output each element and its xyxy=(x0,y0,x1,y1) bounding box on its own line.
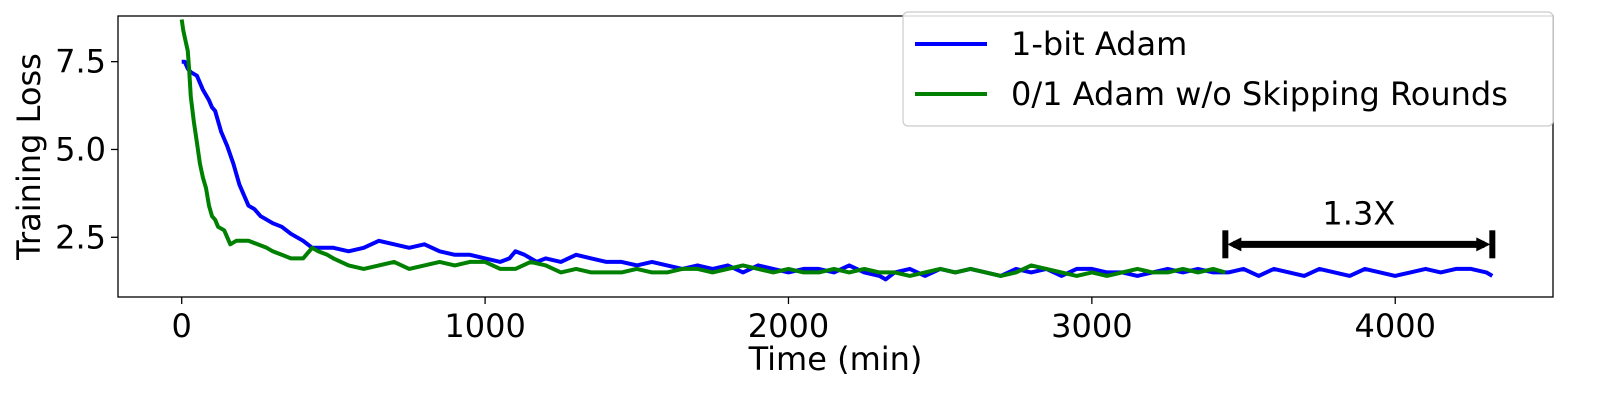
legend-label-0-1-adam: 0/1 Adam w/o Skipping Rounds xyxy=(1011,75,1508,113)
speedup-annotation: 1.3X xyxy=(1222,194,1496,259)
series-layer xyxy=(179,19,1494,282)
y-tick-label: 2.5 xyxy=(55,218,106,256)
y-axis-title: Training Loss xyxy=(10,53,48,261)
y-tick-label: 7.5 xyxy=(55,43,106,81)
series-line-0-1-adam-no-skip xyxy=(179,19,1226,278)
legend: 1-bit Adam 0/1 Adam w/o Skipping Rounds xyxy=(902,11,1554,127)
y-tick-label: 5.0 xyxy=(55,130,106,168)
plot-area-frame xyxy=(117,15,1554,298)
legend-box xyxy=(902,11,1554,127)
x-axis: 0 1000 2000 3000 4000 xyxy=(172,297,1436,345)
legend-label-1-bit-adam: 1-bit Adam xyxy=(1011,25,1187,63)
x-axis-title: Time (min) xyxy=(748,340,923,378)
x-tick-label: 4000 xyxy=(1355,307,1436,345)
y-axis: 2.5 5.0 7.5 xyxy=(55,43,118,256)
x-tick-label: 0 xyxy=(172,307,192,345)
speedup-left-arrowhead xyxy=(1227,237,1242,252)
x-tick-label: 1000 xyxy=(444,307,525,345)
x-tick-label: 2000 xyxy=(748,307,829,345)
series-line-1-bit-adam xyxy=(181,59,1494,282)
x-tick-label: 3000 xyxy=(1051,307,1132,345)
speedup-label: 1.3X xyxy=(1322,194,1395,232)
speedup-right-arrowhead xyxy=(1476,237,1491,252)
